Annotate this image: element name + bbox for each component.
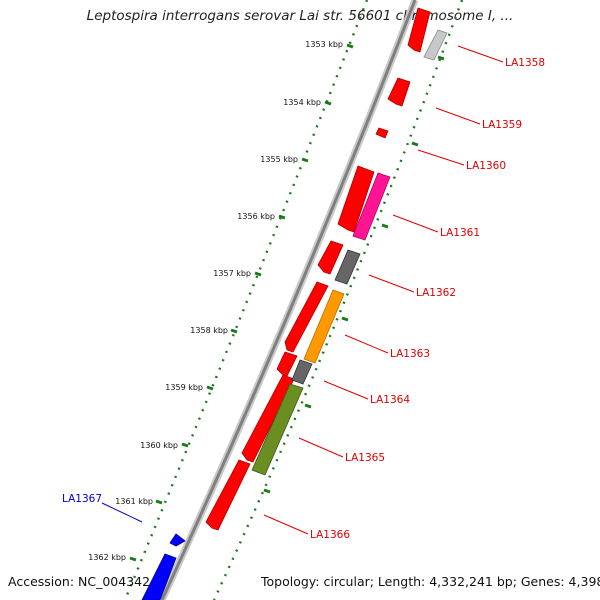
feature-gray-light xyxy=(423,29,448,61)
cds-LA1367 xyxy=(169,533,186,547)
cds-LA1361 xyxy=(337,165,375,233)
kbp-label: 1362 kbp xyxy=(88,553,126,562)
outer-ruler xyxy=(212,0,464,600)
accession-text: Accession: NC_004342 xyxy=(8,574,151,589)
outer-tick xyxy=(263,488,271,494)
cds-LA1358 xyxy=(407,7,431,53)
ruler-tick xyxy=(129,556,137,562)
callout-LA1362 xyxy=(368,274,415,293)
cds-LA1360 xyxy=(375,127,389,139)
callout-LA1367 xyxy=(101,502,143,523)
gene-label-LA1365[interactable]: LA1365 xyxy=(345,452,385,464)
ruler-tick xyxy=(301,157,309,163)
kbp-label: 1358 kbp xyxy=(190,326,228,335)
feature-orange xyxy=(303,289,345,364)
feature-gray-dark-2 xyxy=(291,359,313,385)
gene-label-LA1367[interactable]: LA1367 xyxy=(62,493,102,505)
position-ruler xyxy=(123,0,369,600)
outer-tick xyxy=(381,223,389,229)
outer-tick xyxy=(304,403,312,409)
kbp-label: 1354 kbp xyxy=(283,98,321,107)
callout-LA1360 xyxy=(417,149,465,166)
gene-label-LA1358[interactable]: LA1358 xyxy=(505,57,545,69)
callout-LA1358 xyxy=(457,45,504,63)
ruler-tick xyxy=(346,43,354,49)
cds-LA1364 xyxy=(276,351,298,377)
kbp-label: 1360 kbp xyxy=(140,441,178,450)
callout-LA1365 xyxy=(298,437,344,458)
ruler-tick xyxy=(155,499,163,505)
gene-label-LA1364[interactable]: LA1364 xyxy=(370,394,410,406)
gene-label-LA1360[interactable]: LA1360 xyxy=(466,160,506,172)
cds-LA1359 xyxy=(387,77,411,107)
kbp-label: 1356 kbp xyxy=(237,212,275,221)
cds-LA1363 xyxy=(284,281,329,353)
gene-labels: LA1358 LA1359 LA1360 LA1361 LA1362 LA136… xyxy=(62,57,545,541)
reverse-strand-features xyxy=(141,533,186,600)
chromosome-backbone xyxy=(158,0,419,600)
callout-LA1361 xyxy=(392,214,439,233)
callout-lines xyxy=(263,45,504,535)
kbp-label: 1353 kbp xyxy=(305,40,343,49)
callout-LA1366 xyxy=(263,514,309,535)
outer-tick xyxy=(437,55,445,61)
gene-label-LA1363[interactable]: LA1363 xyxy=(390,348,430,360)
cds-reverse-lower xyxy=(141,553,177,600)
ruler-tick xyxy=(230,328,238,334)
gene-label-LA1362[interactable]: LA1362 xyxy=(416,287,456,299)
outer-features xyxy=(251,29,448,476)
forward-strand-features xyxy=(205,7,431,531)
gene-label-LA1359[interactable]: LA1359 xyxy=(482,119,522,131)
ruler-tick xyxy=(181,442,189,448)
gene-label-LA1366[interactable]: LA1366 xyxy=(310,529,350,541)
feature-olive xyxy=(251,383,304,476)
outer-tick xyxy=(411,141,419,147)
outer-tick xyxy=(341,316,349,322)
feature-gray-dark xyxy=(334,249,361,285)
kbp-label: 1357 kbp xyxy=(213,269,251,278)
feature-magenta xyxy=(352,172,391,241)
kbp-label: 1355 kbp xyxy=(260,155,298,164)
genome-summary-text: Topology: circular; Length: 4,332,241 bp… xyxy=(261,574,600,589)
kbp-label: 1361 kbp xyxy=(115,497,153,506)
gene-label-LA1361[interactable]: LA1361 xyxy=(440,227,480,239)
ruler-tick xyxy=(254,271,262,277)
kbp-label: 1359 kbp xyxy=(165,383,203,392)
ruler-tick xyxy=(324,100,332,106)
cds-LA1362 xyxy=(317,240,344,275)
cds-LA1366 xyxy=(205,459,251,531)
ruler-major-ticks xyxy=(129,43,354,562)
ruler-tick xyxy=(206,385,214,391)
callout-LA1363 xyxy=(344,334,389,354)
ruler-tick xyxy=(278,214,286,220)
cds-LA1365 xyxy=(241,374,295,463)
callout-LA1359 xyxy=(435,107,481,125)
kbp-labels: 1353 kbp 1354 kbp 1355 kbp 1356 kbp 1357… xyxy=(88,40,343,562)
callout-LA1364 xyxy=(323,380,369,400)
